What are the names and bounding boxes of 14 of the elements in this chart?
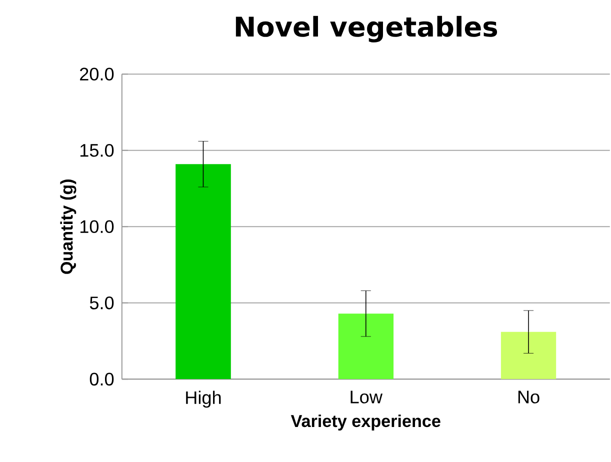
- y-tick-label: 10.0: [80, 220, 114, 233]
- y-tick-label: 5.0: [90, 296, 114, 310]
- x-tick-label: High: [186, 390, 221, 408]
- chart-title: Novel vegetables: [236, 16, 498, 42]
- y-tick-label: 0.0: [90, 372, 114, 386]
- x-tick-label: No: [518, 390, 540, 404]
- y-axis-title: Quantity (g): [60, 179, 76, 274]
- bar: [176, 164, 231, 380]
- y-tick-label: 20.0: [80, 68, 114, 80]
- bar: [338, 314, 394, 380]
- y-tick-label: 15.0: [80, 144, 114, 157]
- x-axis-title: Variety experience: [290, 414, 440, 430]
- bar: [500, 332, 556, 380]
- x-tick-label: Low: [350, 390, 383, 404]
